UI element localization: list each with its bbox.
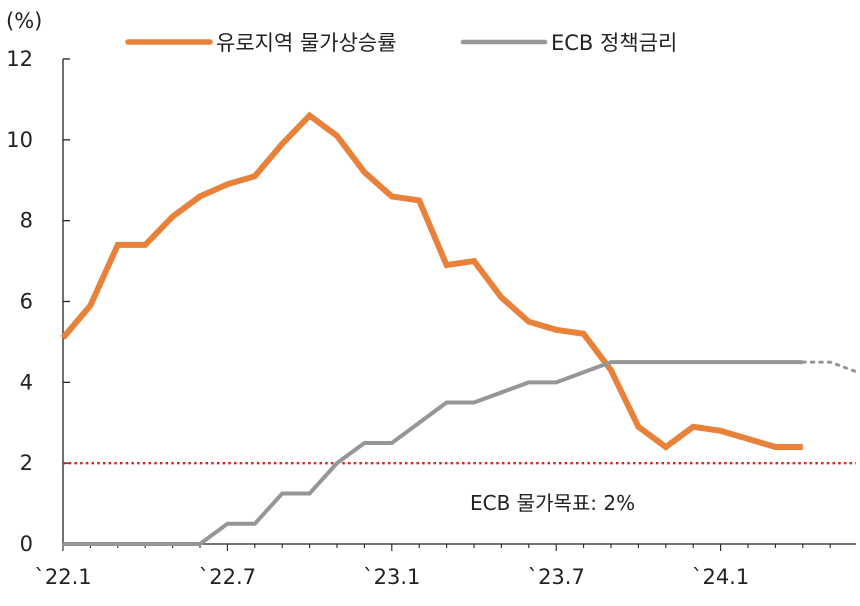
y-axis: 0 2 4 6 8 10 12 [6,47,70,556]
target-annotation: ECB 물가목표: 2% [470,491,635,515]
inflation-line [60,111,803,451]
series-projection-line [801,360,860,374]
legend-label-inflation: 유로지역 물가상승률 [216,31,397,55]
y-tick-label: 2 [20,451,33,475]
y-tick-label: 0 [20,532,33,556]
legend-label-policy-rate: ECB 정책금리 [551,31,677,55]
y-tick-label: 12 [6,47,33,71]
y-tick-label: 8 [20,209,33,233]
x-tick-label: `22.7 [199,565,256,589]
x-tick-label: `24.1 [692,565,749,589]
y-tick-label: 4 [20,370,33,394]
series-layer [60,111,860,546]
policy-rate-line [63,360,803,546]
x-tick-label: `23.1 [363,565,420,589]
legend: 유로지역 물가상승률 ECB 정책금리 [125,31,677,55]
y-unit-label: (%) [6,9,42,33]
y-tick-label: 10 [6,128,33,152]
x-tick-label: `23.7 [528,565,585,589]
x-tick-label: `22.1 [34,565,91,589]
y-tick-label: 6 [20,290,33,314]
x-axis: `22.1 `22.7 `23.1 `23.7 `24.1 [34,543,856,589]
